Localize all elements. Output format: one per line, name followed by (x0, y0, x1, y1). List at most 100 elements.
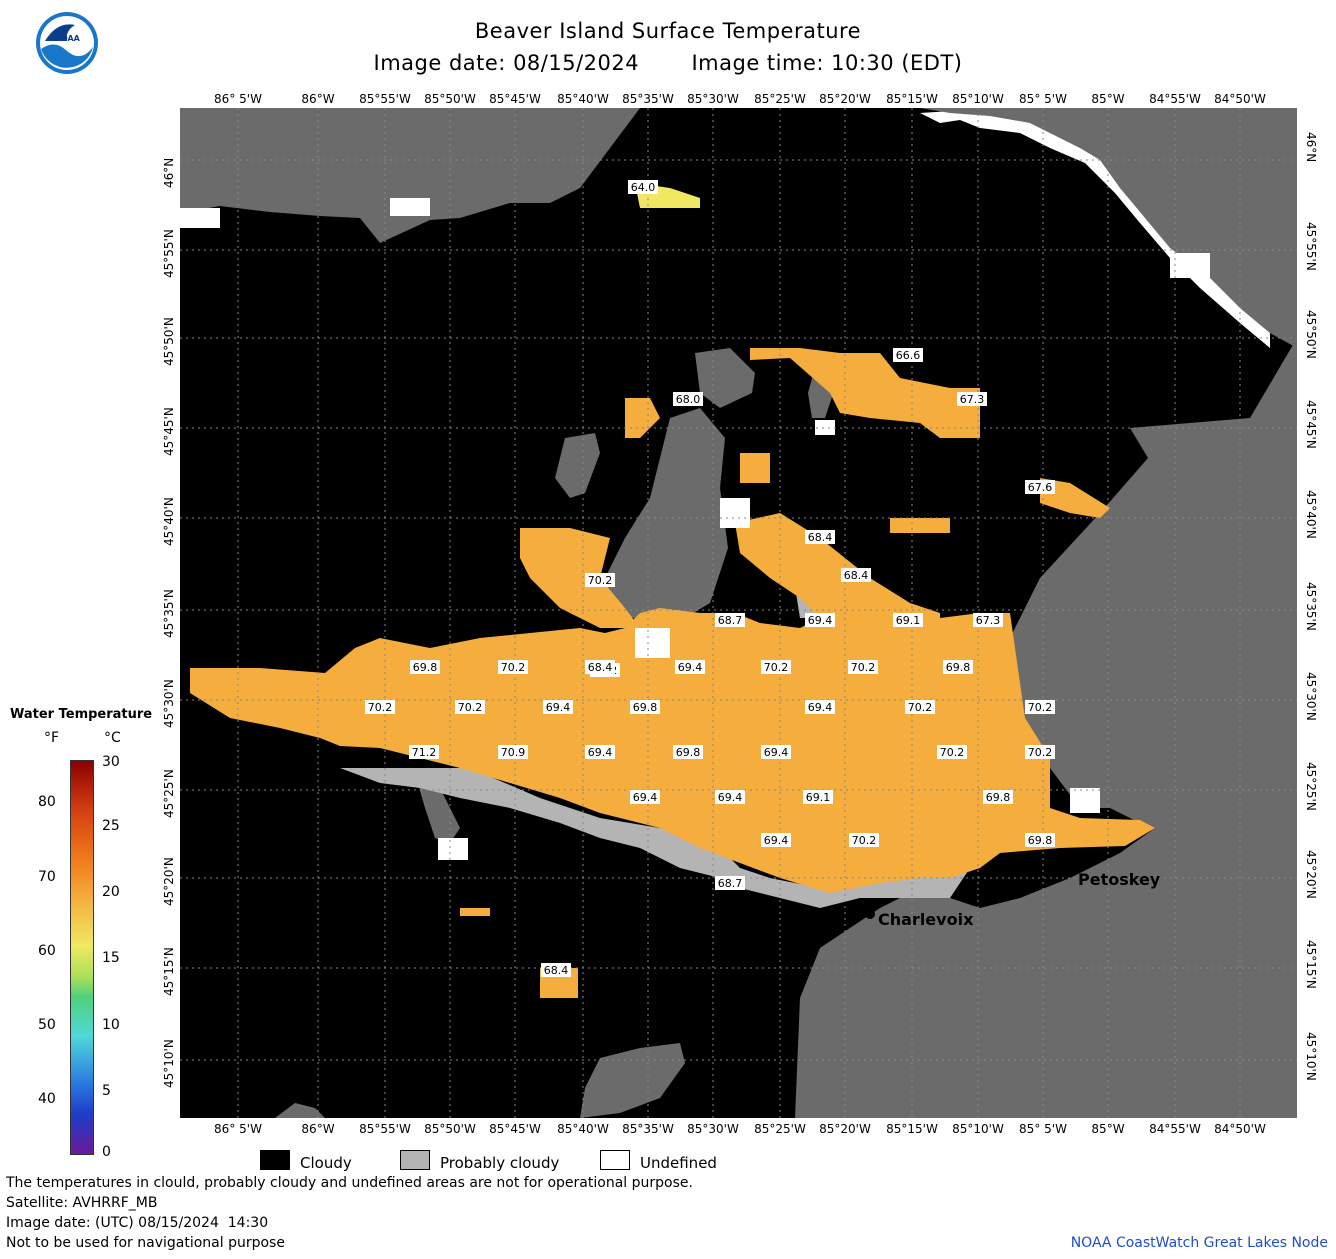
longitude-label: 84°55'W (1149, 92, 1201, 106)
latitude-label: 45°15'N (1304, 940, 1318, 989)
temperature-value: 70.2 (458, 701, 483, 714)
temperature-value: 70.2 (1028, 701, 1053, 714)
legend-c-tick: 15 (102, 950, 120, 966)
latitude-label: 45°25'N (162, 769, 176, 818)
undefined-patch (180, 208, 220, 228)
temperature-value: 69.8 (1028, 834, 1053, 847)
latitude-label: 45°55'N (162, 229, 176, 278)
latitude-label: 45°45'N (1304, 400, 1318, 449)
legend-unit-c: °C (104, 730, 121, 746)
temperature-label: 69.4 (675, 660, 705, 674)
longitude-label: 86°W (301, 1122, 335, 1136)
temperature-label: 69.8 (943, 660, 973, 674)
map-grid (180, 108, 1297, 1118)
temperature-label-bg (410, 660, 440, 674)
temperature-value: 70.2 (764, 661, 789, 674)
temperature-label: 68.4 (585, 660, 615, 674)
temperature-label: 64.0 (628, 180, 658, 194)
temperature-label-bg (628, 180, 658, 194)
legend-c-tick: 0 (102, 1144, 111, 1160)
longitude-label: 84°50'W (1214, 1122, 1266, 1136)
longitude-label: 85°45'W (489, 1122, 541, 1136)
temperature-label: 69.1 (893, 613, 923, 627)
temperature-label: 69.8 (1025, 833, 1055, 847)
longitude-label: 85°W (1091, 1122, 1125, 1136)
temperature-label-bg (585, 573, 615, 587)
temperature-value: 70.9 (501, 746, 526, 759)
key-cloudy-label: Cloudy (300, 1154, 352, 1172)
temperature-label: 70.2 (848, 660, 878, 674)
temperature-label-bg (498, 745, 528, 759)
longitude-label: 86° 5'W (214, 1122, 262, 1136)
warm-water-small-4 (460, 908, 490, 916)
warm-water-mid-patch (735, 513, 940, 628)
temperature-value: 66.6 (896, 349, 921, 362)
longitude-label: 85° 5'W (1019, 92, 1067, 106)
temperature-value: 68.4 (588, 661, 613, 674)
temperature-map[interactable]: 64.0 68.0 66.6 67.3 67.6 68.4 70.2 68.4 70.2 68.7… (180, 108, 1297, 1118)
temperature-value: 70.2 (851, 661, 876, 674)
temperature-label-bg (585, 660, 615, 674)
warm-water-small-2 (740, 453, 770, 483)
temperature-label: 69.4 (585, 745, 615, 759)
undefined-patch (815, 420, 835, 435)
longitude-label: 86°W (301, 92, 335, 106)
temperature-value: 69.8 (413, 661, 438, 674)
legend-f-tick: 40 (38, 1091, 56, 1107)
latitude-label: 45°55'N (1304, 222, 1318, 271)
temperature-label: 69.8 (410, 660, 440, 674)
temperature-label: 68.7 (715, 613, 745, 627)
longitude-label: 85°50'W (424, 1122, 476, 1136)
temperature-value: 70.2 (1028, 746, 1053, 759)
temperature-label-bg (1025, 700, 1055, 714)
temperature-label-bg (841, 568, 871, 582)
temperature-value: 69.4 (808, 614, 833, 627)
latitude-label: 45°20'N (1304, 850, 1318, 899)
temperature-label-bg (630, 700, 660, 714)
temperature-label: 68.7 (715, 876, 745, 890)
image-date: Image date: 08/15/2024 (373, 51, 640, 75)
temperature-label: 68.4 (541, 963, 571, 977)
latitude-label: 45°40'N (162, 497, 176, 546)
undefined-patch (1170, 253, 1210, 278)
latitude-label: 45°50'N (162, 317, 176, 366)
temperature-label-bg (803, 790, 833, 804)
longitude-label: 85°40'W (557, 92, 609, 106)
temperature-label: 69.4 (715, 790, 745, 804)
temperature-value: 70.2 (908, 701, 933, 714)
longitude-label: 85°55'W (359, 92, 411, 106)
footer-credit[interactable]: NOAA CoastWatch Great Lakes Node (1070, 1235, 1328, 1251)
latitude-label: 45°20'N (162, 857, 176, 906)
temperature-label: 66.6 (893, 348, 923, 362)
legend-c-tick: 5 (102, 1083, 111, 1099)
temperature-label-bg (409, 745, 439, 759)
legend-title: Water Temperature (10, 707, 153, 722)
warm-water-small-3 (1040, 478, 1110, 518)
temperature-value: 67.3 (960, 393, 985, 406)
undefined-patch (390, 198, 430, 216)
longitude-label: 85°15'W (886, 92, 938, 106)
longitude-label: 85° 5'W (1019, 1122, 1067, 1136)
longitude-label: 85°30'W (687, 92, 739, 106)
key-undefined-label: Undefined (640, 1154, 717, 1172)
land-lower-michigan (795, 338, 1297, 1118)
temperature-value: 69.1 (896, 614, 921, 627)
temperature-label: 67.6 (1025, 480, 1055, 494)
temperature-label-bg (983, 790, 1013, 804)
longitude-label: 85°25'W (754, 1122, 806, 1136)
temperature-value: 69.4 (546, 701, 571, 714)
land-high-island (555, 433, 600, 498)
undefined-patch (720, 498, 750, 528)
longitude-label: 85°20'W (819, 92, 871, 106)
temperature-value: 69.8 (633, 701, 658, 714)
temperature-value: 69.4 (764, 834, 789, 847)
temperature-label-bg (455, 700, 485, 714)
temperature-value: 67.6 (1028, 481, 1053, 494)
noaa-logo-text: NOAA (54, 34, 80, 43)
latitude-label: 45°40'N (1304, 490, 1318, 539)
temperature-value: 68.7 (718, 877, 743, 890)
temperature-value: 67.3 (976, 614, 1001, 627)
temperature-value: 68.7 (718, 614, 743, 627)
longitude-label: 84°50'W (1214, 92, 1266, 106)
temperature-label: 69.4 (805, 613, 835, 627)
